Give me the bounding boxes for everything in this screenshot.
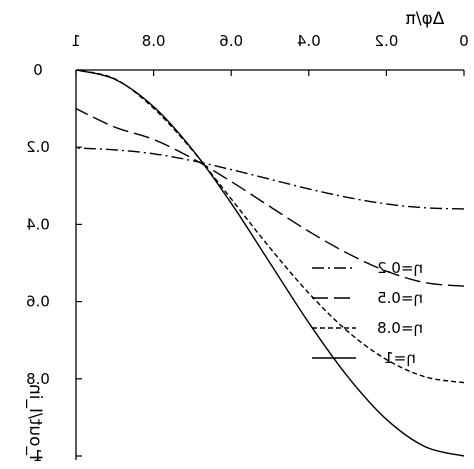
y-tick-label: 0 — [33, 61, 43, 79]
legend-label-3: η=0.8 — [377, 319, 423, 337]
legend-label-1: η=0.2 — [377, 259, 423, 277]
axes — [75, 69, 464, 460]
series-line-3 — [75, 69, 465, 384]
y-tick-label: 1 — [33, 447, 43, 465]
x-tick-label: 0.2 — [374, 32, 398, 50]
x-tick-label: 0 — [459, 32, 469, 50]
x-tick-label: 0.4 — [297, 32, 321, 50]
y-axis-label: I_out/I_in — [25, 384, 45, 460]
y-tick-label: 0.6 — [26, 293, 50, 311]
y-tick-label: 0.8 — [26, 370, 50, 388]
series-line-2 — [75, 107, 465, 287]
legend-label-4: η=1 — [384, 349, 416, 367]
y-tick-label: 0.4 — [26, 215, 50, 233]
series-lines — [75, 69, 465, 457]
x-tick-label: 0.8 — [142, 32, 166, 50]
axis-labels: Δφ/π I_out/I_in — [25, 9, 444, 460]
series-line-1 — [75, 147, 465, 210]
x-axis-label: Δφ/π — [406, 9, 445, 29]
x-tick-label: 1 — [71, 32, 81, 50]
ticks: 0 0.2 0.4 0.6 0.8 1 0 0.2 0.4 0.6 0.8 1 — [26, 32, 469, 465]
legend: η=0.2 η=0.5 η=0.8 η=1 — [312, 259, 423, 367]
x-tick-label: 0.6 — [219, 32, 243, 50]
y-tick-label: 0.2 — [26, 138, 50, 156]
legend-label-2: η=0.5 — [377, 289, 423, 307]
series-line-4 — [75, 69, 465, 457]
